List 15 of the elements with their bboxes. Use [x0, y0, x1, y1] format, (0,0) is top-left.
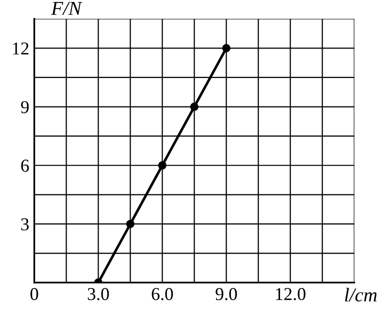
x-tick-label: 12.0 — [276, 288, 306, 300]
x-axis-title: l/cm — [345, 288, 377, 302]
x-tick-label: 0 — [30, 288, 38, 300]
y-tick-label: 6 — [21, 160, 29, 172]
point — [190, 102, 198, 111]
point — [222, 44, 230, 52]
x-tick-label: 3.0 — [88, 288, 109, 300]
y-tick-label: 12 — [12, 42, 28, 54]
point — [126, 220, 134, 228]
y-tick-label: 9 — [20, 101, 29, 114]
y-axis-title: F/N — [51, 2, 82, 15]
y-tick-label: 3 — [21, 218, 29, 230]
x-tick-label: 6.0 — [152, 288, 173, 300]
x-tick-label: 9.0 — [216, 288, 237, 300]
point — [158, 161, 166, 170]
